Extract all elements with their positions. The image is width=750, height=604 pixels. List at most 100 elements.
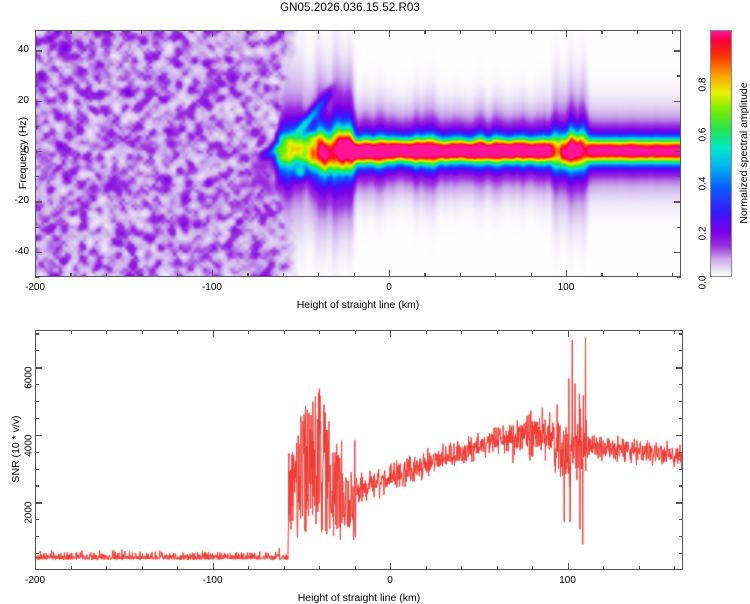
snr-x-axis-label: Height of straight line (km): [297, 592, 421, 604]
axis-tick: [388, 30, 391, 37]
axis-tick: [176, 273, 178, 277]
axis-tick: [35, 519, 39, 521]
axis-tick: [141, 273, 143, 277]
axis-tick: [35, 563, 37, 570]
axis-tick-label: 4000: [23, 434, 35, 457]
axis-tick: [674, 251, 681, 254]
axis-tick: [35, 277, 39, 279]
axis-tick-label: 6000: [23, 366, 35, 389]
axis-tick: [35, 201, 42, 203]
axis-tick: [638, 566, 640, 570]
axis-tick: [141, 30, 143, 34]
axis-tick-label: 2000: [23, 501, 35, 525]
axis-tick: [105, 30, 107, 34]
spectrogram-y-axis-label: Frequency (Hz): [17, 116, 29, 189]
axis-tick: [318, 273, 320, 277]
axis-tick: [282, 30, 284, 34]
axis-tick: [532, 330, 534, 334]
axis-tick: [354, 330, 356, 334]
axis-tick: [424, 30, 426, 34]
axis-tick: [459, 273, 461, 277]
axis-tick: [565, 270, 568, 277]
axis-tick: [247, 30, 249, 34]
axis-tick: [35, 176, 39, 178]
axis-tick: [496, 330, 498, 334]
axis-tick: [248, 566, 250, 570]
axis-tick: [35, 30, 37, 37]
axis-tick: [390, 330, 392, 337]
axis-tick: [35, 553, 39, 555]
axis-tick-label: 40: [17, 44, 29, 56]
axis-tick: [35, 367, 42, 369]
axis-tick: [35, 75, 39, 77]
colorbar: [710, 30, 732, 277]
colorbar-label: Normalized spectral amplitude: [738, 81, 750, 224]
axis-tick: [70, 330, 72, 334]
axis-tick-label: -20: [14, 195, 29, 207]
axis-tick: [676, 367, 683, 369]
axis-tick: [35, 502, 42, 504]
axis-tick: [141, 330, 143, 334]
axis-tick: [35, 50, 42, 52]
axis-tick: [212, 563, 214, 570]
snr-trace-plot: [36, 331, 682, 569]
axis-tick: [674, 330, 676, 334]
axis-tick: [353, 273, 355, 277]
snr-y-axis-label: SNR (10 * v/v): [10, 415, 22, 483]
axis-tick-label: 20: [17, 94, 29, 106]
axis-tick: [674, 150, 681, 153]
axis-tick: [425, 566, 427, 570]
axis-tick: [211, 30, 214, 37]
axis-tick-label: 100: [559, 575, 576, 586]
axis-tick: [35, 350, 39, 352]
axis-tick: [459, 30, 461, 34]
axis-tick: [532, 566, 534, 570]
axis-tick: [248, 330, 250, 334]
axis-tick: [674, 50, 681, 52]
axis-tick: [70, 30, 72, 34]
axis-tick: [674, 201, 681, 203]
axis-tick: [565, 30, 568, 37]
axis-tick: [35, 150, 42, 153]
axis-tick: [676, 502, 683, 504]
axis-tick: [638, 330, 640, 334]
axis-tick: [35, 125, 39, 127]
axis-tick-label: 100: [557, 282, 575, 293]
axis-tick: [105, 273, 107, 277]
axis-tick: [35, 333, 39, 335]
axis-tick: [679, 417, 683, 420]
axis-tick-label: 0: [23, 144, 29, 156]
axis-tick-label: 0.2: [697, 226, 709, 240]
axis-tick: [354, 566, 356, 570]
axis-tick: [679, 553, 683, 555]
axis-tick: [567, 563, 569, 570]
axis-tick-label: -40: [14, 245, 29, 257]
axis-tick: [282, 273, 284, 277]
axis-tick: [35, 100, 42, 102]
axis-tick: [601, 273, 603, 277]
axis-tick: [35, 485, 39, 487]
axis-tick: [319, 330, 321, 334]
axis-tick: [70, 566, 72, 570]
axis-tick: [679, 468, 683, 470]
axis-tick: [679, 384, 683, 386]
axis-tick: [177, 330, 179, 334]
axis-tick: [496, 566, 498, 570]
axis-tick-label: -100: [201, 282, 222, 293]
axis-tick: [176, 30, 178, 34]
axis-tick: [35, 270, 37, 277]
axis-tick: [70, 273, 72, 277]
axis-tick-label: 0.8: [697, 77, 709, 92]
axis-tick: [390, 563, 392, 570]
axis-tick: [35, 536, 39, 538]
axis-tick: [601, 30, 603, 34]
snr-panel: [35, 330, 683, 570]
axis-tick: [603, 566, 605, 570]
axis-tick: [679, 536, 683, 538]
axis-tick: [35, 226, 39, 228]
axis-tick: [530, 30, 532, 34]
axis-tick: [283, 330, 285, 334]
axis-tick-label: 0.0: [697, 275, 709, 290]
axis-tick: [677, 226, 681, 228]
axis-tick: [212, 330, 214, 337]
